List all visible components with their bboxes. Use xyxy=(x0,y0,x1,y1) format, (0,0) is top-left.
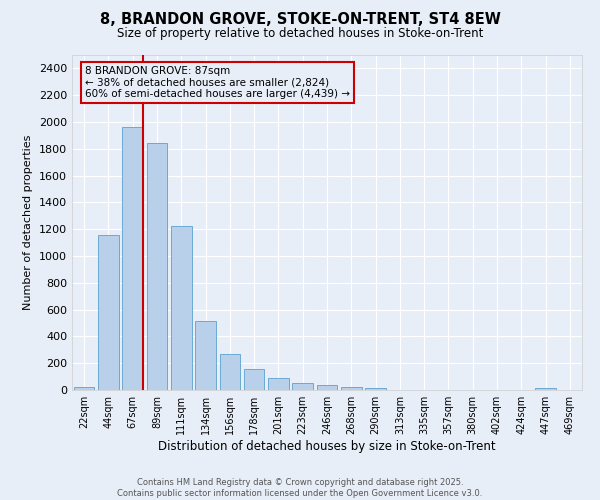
Bar xyxy=(122,128,143,390)
Bar xyxy=(292,384,313,390)
Bar xyxy=(220,354,240,390)
Bar xyxy=(195,321,216,390)
Text: 8 BRANDON GROVE: 87sqm
← 38% of detached houses are smaller (2,824)
60% of semi-: 8 BRANDON GROVE: 87sqm ← 38% of detached… xyxy=(85,66,350,99)
Bar xyxy=(146,143,167,390)
Bar xyxy=(74,386,94,390)
Bar xyxy=(365,388,386,390)
Bar xyxy=(98,235,119,390)
Bar xyxy=(171,226,191,390)
Y-axis label: Number of detached properties: Number of detached properties xyxy=(23,135,34,310)
X-axis label: Distribution of detached houses by size in Stoke-on-Trent: Distribution of detached houses by size … xyxy=(158,440,496,453)
Bar xyxy=(341,387,362,390)
Text: Size of property relative to detached houses in Stoke-on-Trent: Size of property relative to detached ho… xyxy=(117,28,483,40)
Bar xyxy=(535,388,556,390)
Text: Contains HM Land Registry data © Crown copyright and database right 2025.
Contai: Contains HM Land Registry data © Crown c… xyxy=(118,478,482,498)
Bar xyxy=(317,385,337,390)
Text: 8, BRANDON GROVE, STOKE-ON-TRENT, ST4 8EW: 8, BRANDON GROVE, STOKE-ON-TRENT, ST4 8E… xyxy=(100,12,500,28)
Bar xyxy=(268,378,289,390)
Bar xyxy=(244,369,265,390)
